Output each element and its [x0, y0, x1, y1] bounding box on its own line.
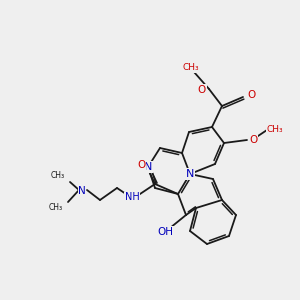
Text: O: O [137, 160, 145, 170]
Text: CH₃: CH₃ [51, 170, 65, 179]
Text: CH₃: CH₃ [183, 64, 199, 73]
Text: CH₃: CH₃ [49, 202, 63, 211]
Text: CH₃: CH₃ [267, 125, 283, 134]
Text: OH: OH [157, 227, 173, 237]
Text: N: N [186, 169, 194, 179]
Text: O: O [247, 90, 255, 100]
Text: O: O [198, 85, 206, 95]
Text: NH: NH [124, 192, 140, 202]
Text: N: N [78, 186, 86, 196]
Text: N: N [144, 162, 152, 172]
Text: O: O [249, 135, 257, 145]
